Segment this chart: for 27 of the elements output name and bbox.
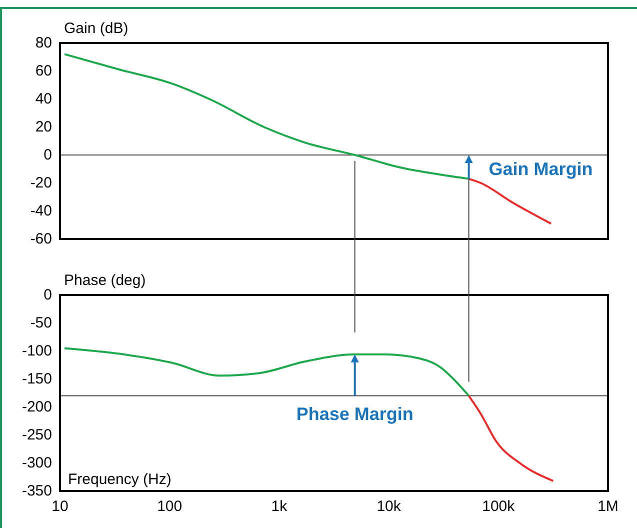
annotation: Phase Margin <box>296 404 414 424</box>
y-axis-title: Gain (dB) <box>64 20 128 37</box>
y-tick-label: -50 <box>30 314 52 332</box>
y-tick-label: -20 <box>30 174 52 192</box>
y-tick-label: -300 <box>22 454 52 472</box>
annotation: Gain Margin <box>488 158 593 179</box>
x-tick-label: 100 <box>157 498 182 515</box>
y-tick-label: 0 <box>44 146 52 164</box>
x-tick-label: 1k <box>271 498 288 515</box>
x-tick-label: 10 <box>52 498 68 515</box>
y-tick-label: -150 <box>22 370 52 388</box>
x-axis-title: Frequency (Hz) <box>68 471 172 488</box>
y-tick-label: 0 <box>44 286 52 304</box>
y-tick-label: 40 <box>35 90 52 108</box>
x-tick-label: 100k <box>482 498 516 515</box>
y-tick-label: -250 <box>22 426 52 444</box>
y-tick-label: 80 <box>35 34 52 52</box>
x-tick-label: 1M <box>598 498 618 515</box>
y-axis-title: Phase (deg) <box>64 272 146 289</box>
y-tick-label: -100 <box>22 342 52 360</box>
y-tick-label: 60 <box>35 62 52 80</box>
y-tick-label: -60 <box>30 230 52 248</box>
y-tick-label: 20 <box>35 118 52 136</box>
y-tick-label: -200 <box>22 398 52 416</box>
y-tick-label: -40 <box>30 202 52 220</box>
y-tick-label: -350 <box>22 482 52 500</box>
x-tick-label: 10k <box>376 498 402 515</box>
